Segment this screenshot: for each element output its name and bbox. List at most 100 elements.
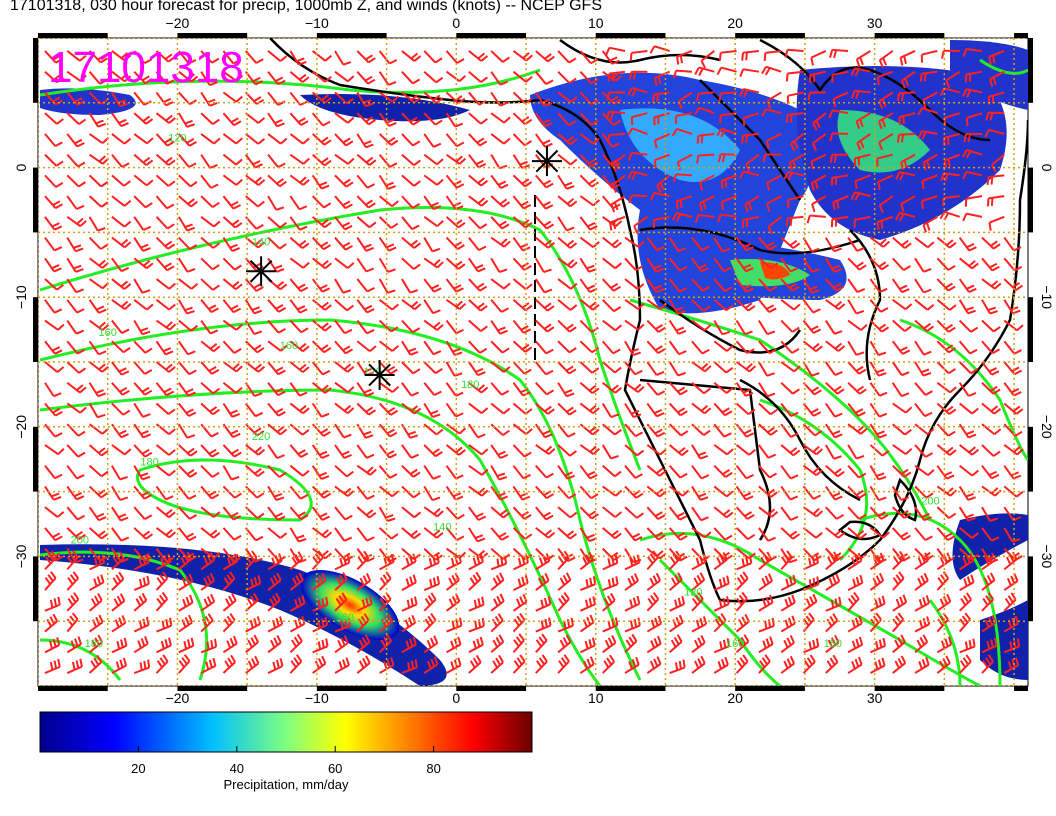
wind-barb [646,361,665,376]
wind-barb [914,361,932,377]
wind-barb [936,340,956,354]
wind-barb [557,444,577,457]
wind-barb [490,402,511,415]
wind-barb [311,195,332,209]
wind-barb [579,216,598,231]
wind-barb [512,465,531,480]
wind-barb [111,319,130,334]
wind-barb [720,195,737,211]
wind-barb [468,174,489,187]
border-segment [38,33,108,38]
wind-barb [334,340,353,355]
wind-barb [312,381,332,394]
wind-barb [669,485,690,497]
wind-barb [312,299,332,311]
wind-barb [958,592,972,612]
wind-barb [111,257,130,273]
wind-barb [267,71,286,86]
wind-barb [668,402,688,417]
wind-barb [289,633,303,654]
wind-barb [676,153,693,171]
wind-barb [609,215,626,231]
wind-barb [133,257,154,270]
wind-barb [111,298,132,310]
wind-barb [847,506,867,520]
wind-barb [669,596,686,612]
wind-barb [44,596,61,612]
wind-barb [468,319,488,332]
wind-barb [959,402,979,415]
wind-barb [289,299,308,314]
y-tick-label-left: −10 [13,285,29,309]
wind-barb [896,91,916,102]
wind-barb [334,617,351,633]
wind-barb [802,593,818,612]
wind-barb [178,236,198,251]
wind-barb [245,575,262,592]
wind-barb [869,319,890,333]
wind-barb [356,464,377,476]
wind-barb [155,591,169,612]
wind-barb [579,319,599,333]
wind-barb [869,236,890,248]
wind-barb [646,506,666,520]
wind-barb [490,71,509,86]
wind-barb [289,382,308,397]
wind-barb [981,592,995,612]
wind-barb [200,444,220,458]
wind-barb [803,576,820,592]
wind-barb [557,506,578,519]
wind-barb [222,423,241,439]
wind-barb [624,402,642,419]
wind-barb [824,485,843,501]
contour-label: 160 [99,327,117,339]
wind-barb [200,50,220,64]
wind-barb [423,153,444,166]
wind-barb [767,216,782,235]
wind-barb [580,576,597,592]
wind-barb [356,237,374,252]
contour-label: 180 [85,638,103,650]
wind-barb [111,50,132,62]
wind-barb [311,465,330,481]
wind-barb [445,236,465,251]
wind-barb [178,133,197,147]
wind-barb [783,170,804,181]
wind-barb [741,49,759,61]
wind-barb [602,299,622,313]
wind-barb [735,444,756,456]
y-tick-label-right: −20 [1039,415,1055,439]
wind-barb [89,574,105,591]
wind-barb [981,340,1000,355]
storm-markers [246,146,562,390]
wind-barb [490,278,511,290]
wind-barb [602,506,623,518]
wind-barb [133,444,153,458]
wind-barb [155,236,176,250]
wind-barb [691,278,711,292]
wind-barb [178,654,191,674]
wind-barb [869,657,886,674]
wind-barb [735,278,754,293]
wind-barb [811,195,827,213]
wind-barb [713,423,732,438]
wind-barb [601,278,621,292]
wind-barb [289,485,309,500]
wind-barb [921,195,938,209]
wind-barb [847,319,868,331]
wind-barb [423,319,444,331]
wind-barb [624,423,644,438]
wind-barb [557,465,576,480]
wind-barb [401,236,422,249]
wind-barb [602,319,623,332]
wind-barb [691,572,706,591]
wind-barb [88,50,108,64]
wind-barb [802,299,821,314]
wind-barb [602,361,622,374]
wind-barb [579,444,601,455]
wind-barb [981,278,1002,290]
wind-barb [850,191,871,201]
wind-barb [691,465,710,480]
wind-barb [88,382,106,398]
wind-barb [155,464,176,477]
